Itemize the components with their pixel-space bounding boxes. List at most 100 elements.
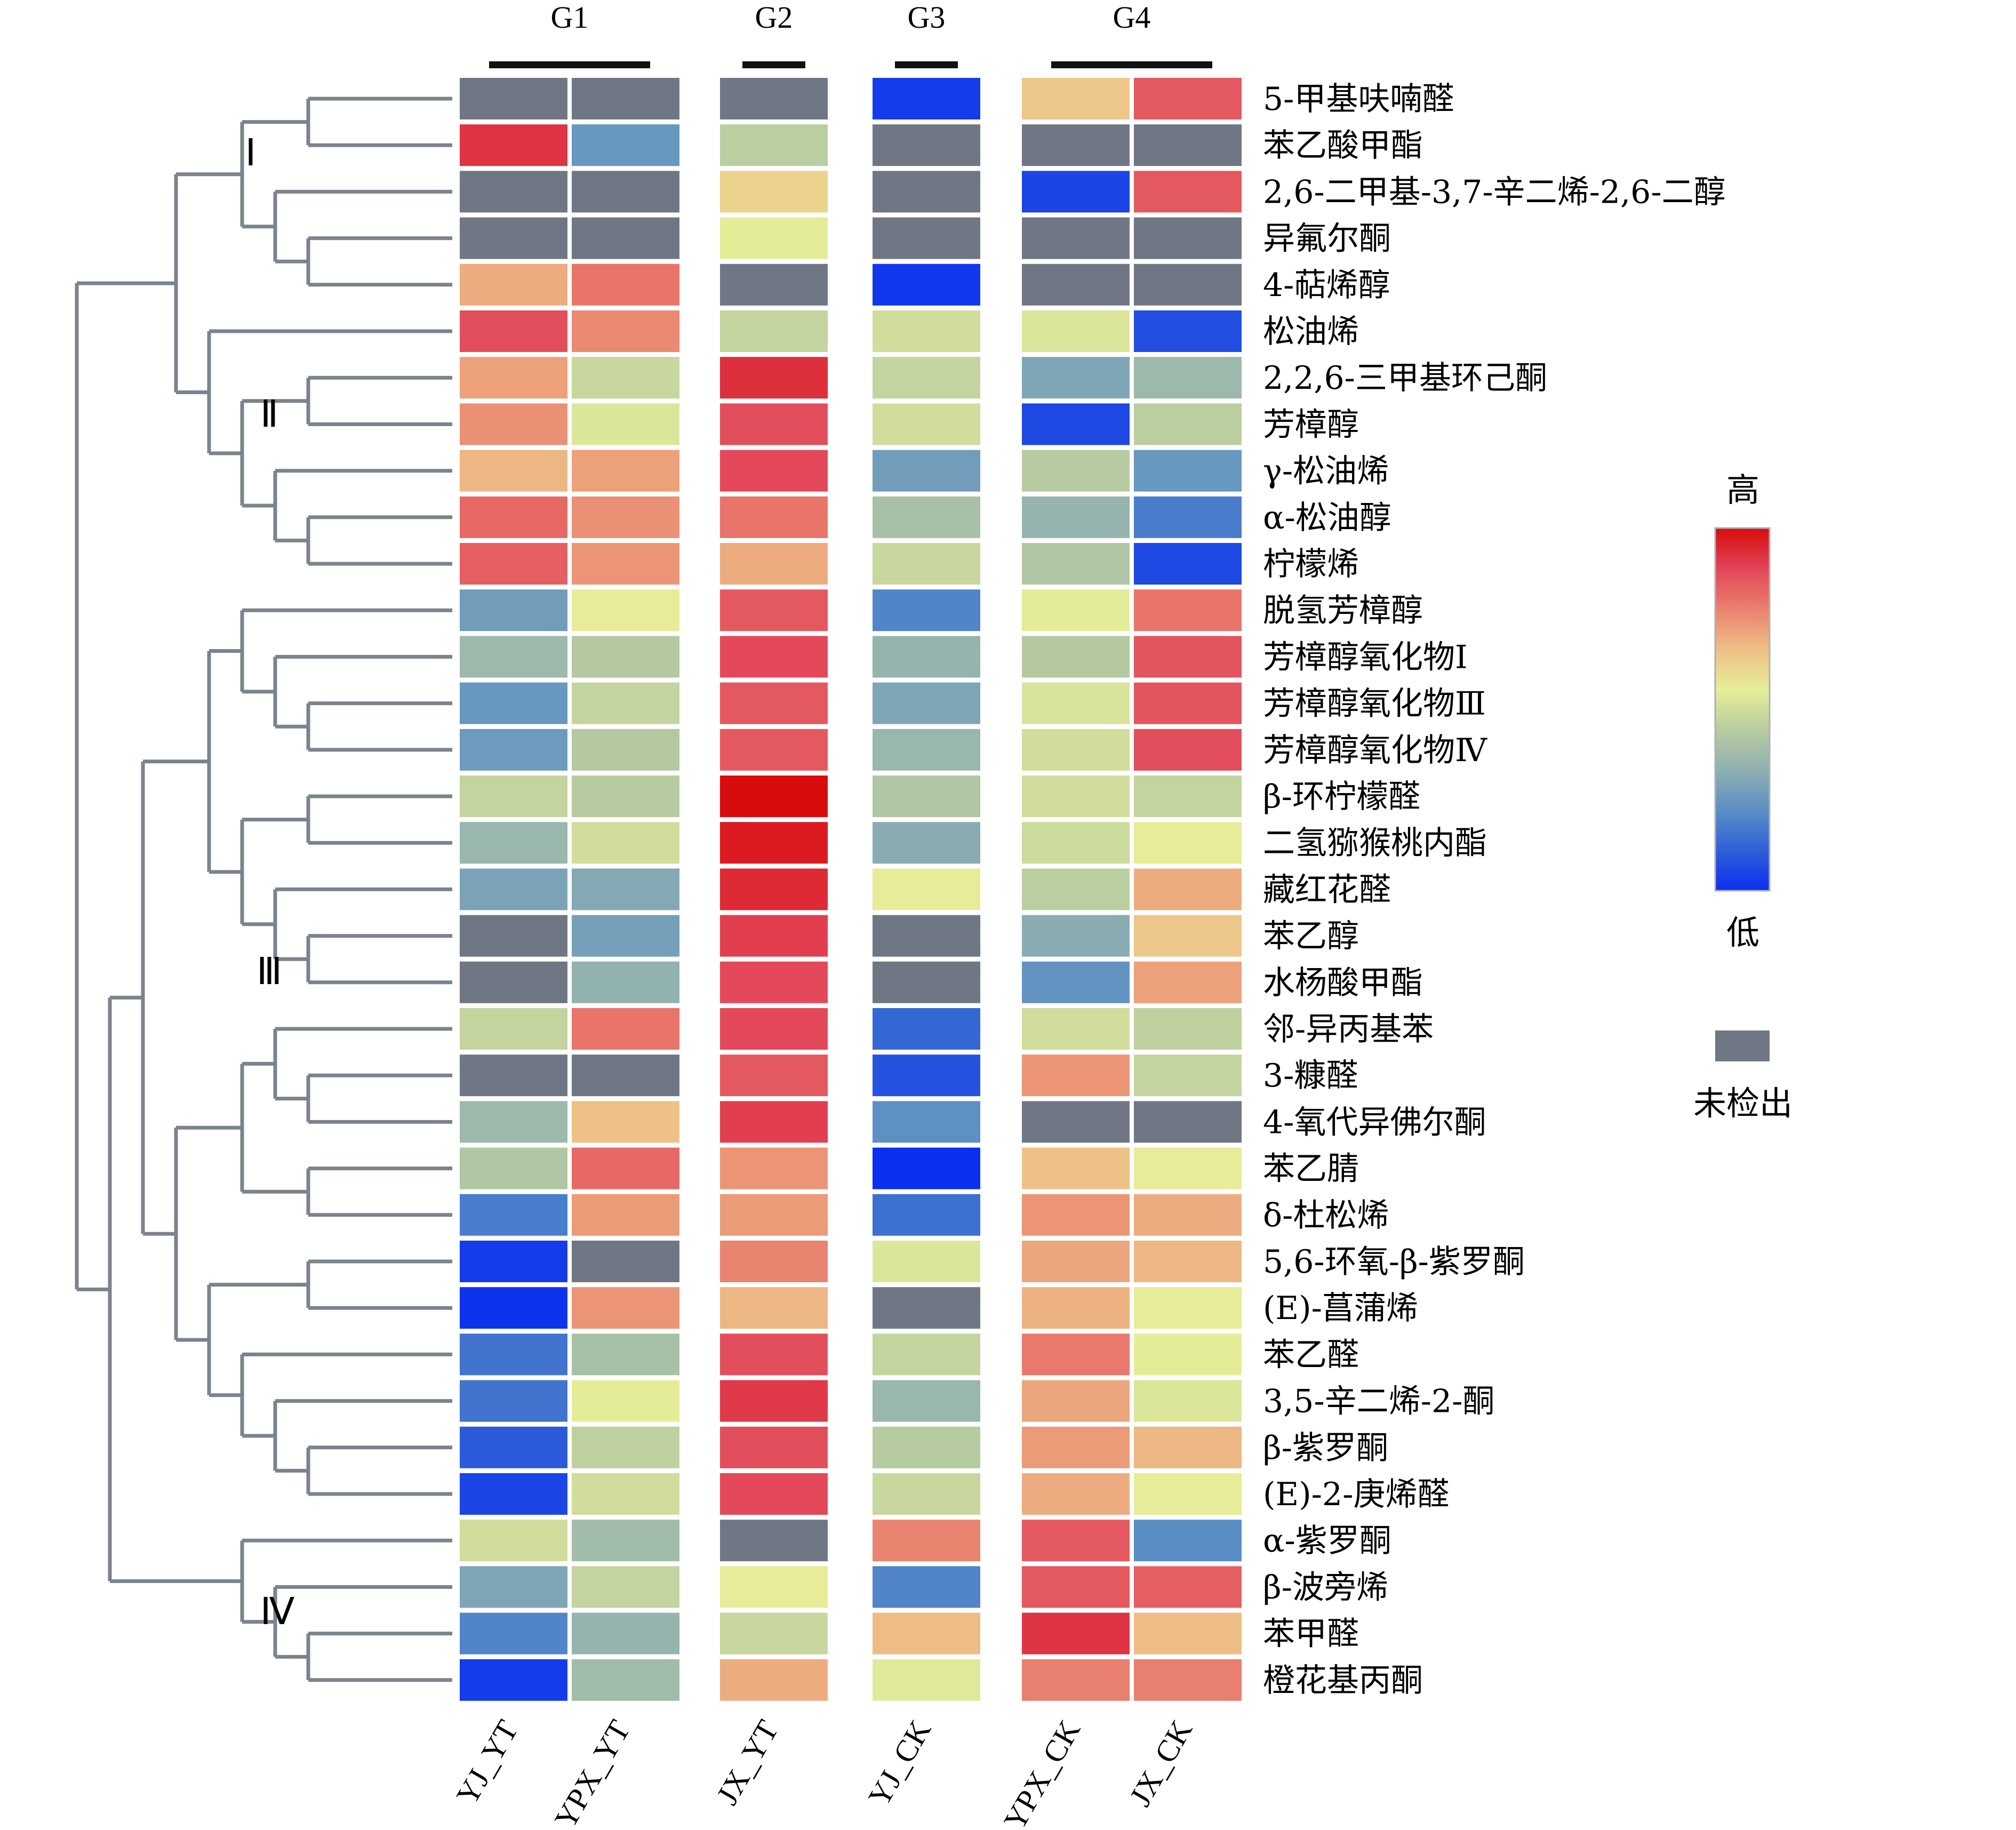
- row-label: 3-糠醛: [1263, 1057, 1358, 1094]
- row-label: 异氟尔酮: [1263, 220, 1391, 258]
- row-label: δ-杜松烯: [1263, 1197, 1389, 1234]
- heatmap-cell: [1022, 450, 1130, 492]
- heatmap-cell: [460, 1566, 567, 1608]
- heatmap-cell: [460, 450, 567, 492]
- heatmap-cell: [1134, 217, 1242, 259]
- heatmap-cell: [460, 78, 567, 119]
- heatmap-cell: [1022, 961, 1130, 1003]
- heatmap-cell: [1134, 776, 1242, 817]
- heatmap-cell: [873, 1147, 980, 1189]
- heatmap-cell: [1134, 822, 1242, 864]
- row-label: β-波旁烯: [1263, 1569, 1388, 1606]
- heatmap-cell: [1022, 589, 1130, 632]
- row-label: 苯乙腈: [1263, 1150, 1359, 1188]
- heatmap-cell: [1022, 1426, 1130, 1468]
- heatmap-cell: [1134, 1241, 1242, 1282]
- heatmap-cell: [720, 729, 828, 771]
- group-bar: [895, 61, 958, 68]
- column-labels: YJ_YT YPX_YT JX_YT YJ_CK YPX_CK JX_CK: [450, 1714, 1199, 1830]
- heatmap-cell: [460, 1520, 567, 1562]
- heatmap-cell: [873, 1008, 980, 1050]
- heatmap-cell: [873, 496, 980, 538]
- heatmap-cell: [1134, 868, 1242, 910]
- heatmap-cell: [1134, 450, 1242, 492]
- heatmap-cell: [460, 961, 567, 1003]
- heatmap-cell: [1134, 1566, 1242, 1608]
- heatmap-cell: [873, 776, 980, 817]
- heatmap-cell: [1134, 1380, 1242, 1422]
- heatmap-cell: [1022, 729, 1130, 771]
- heatmap-cell: [1134, 1473, 1242, 1515]
- legend-missing-swatch: [1715, 1030, 1770, 1061]
- group-headers: G1 G2 G3 G4: [489, 0, 1212, 68]
- group-bar: [489, 61, 650, 68]
- heatmap-cell: [1134, 729, 1242, 771]
- group-label: G1: [551, 0, 589, 35]
- row-label: 5,6-环氧-β-紫罗酮: [1263, 1243, 1525, 1281]
- column-label: JX_CK: [1123, 1714, 1199, 1812]
- row-label: 5-甲基呋喃醛: [1263, 81, 1454, 118]
- heatmap-cell: [460, 496, 567, 538]
- heatmap-cell: [572, 403, 679, 445]
- heatmap-cell: [1022, 1054, 1130, 1097]
- row-label: 苯甲醛: [1263, 1616, 1359, 1653]
- heatmap-cell: [1022, 1612, 1130, 1655]
- heatmap-cell: [572, 1241, 679, 1282]
- column-label: YPX_CK: [997, 1714, 1087, 1830]
- heatmap-cell: [460, 915, 567, 957]
- heatmap-cell: [1022, 682, 1130, 724]
- heatmap-cell: [460, 171, 567, 213]
- heatmap-cell: [572, 682, 679, 724]
- heatmap-cell: [572, 357, 679, 399]
- heatmap-cell: [720, 915, 828, 957]
- row-label: α-紫罗酮: [1263, 1522, 1391, 1560]
- heatmap-cell: [460, 1008, 567, 1050]
- heatmap-cell: [1134, 636, 1242, 678]
- heatmap-cell: [1134, 1426, 1242, 1468]
- heatmap-cell: [873, 1473, 980, 1515]
- row-label: 2,2,6-三甲基环己酮: [1263, 359, 1547, 397]
- heatmap-cell: [720, 1101, 828, 1143]
- heatmap-cell: [1022, 1566, 1130, 1608]
- heatmap-cell: [572, 124, 679, 166]
- heatmap-cell: [572, 1101, 679, 1143]
- heatmap-cell: [873, 357, 980, 399]
- heatmap-cell: [873, 1194, 980, 1236]
- heatmap-cell: [460, 1659, 567, 1701]
- heatmap-cell: [1134, 1333, 1242, 1376]
- heatmap-cell: [1134, 124, 1242, 166]
- heatmap-cell: [873, 450, 980, 492]
- row-label: 二氢猕猴桃内酯: [1263, 825, 1487, 862]
- column-label: JX_YT: [710, 1714, 786, 1810]
- heatmap-cell: [1022, 868, 1130, 910]
- heatmap-cell: [1022, 915, 1130, 957]
- heatmap-cell: [720, 310, 828, 352]
- heatmap-cell: [460, 1426, 567, 1468]
- heatmap-cell: [1134, 1101, 1242, 1143]
- heatmap-cell: [1134, 263, 1242, 306]
- heatmap-cell: [873, 961, 980, 1003]
- heatmap-cell: [572, 1426, 679, 1468]
- heatmap-cell: [1022, 1241, 1130, 1282]
- heatmap-cell: [460, 868, 567, 910]
- heatmap-cell: [1134, 357, 1242, 399]
- heatmap-cell: [460, 589, 567, 632]
- heatmap-cell: [1134, 543, 1242, 585]
- column-label: YPX_YT: [548, 1714, 637, 1830]
- heatmap-cell: [873, 915, 980, 957]
- heatmap-cell: [460, 1380, 567, 1422]
- heatmap-cell: [572, 1380, 679, 1422]
- heatmap-cell: [1022, 217, 1130, 259]
- heatmap-cell: [1022, 543, 1130, 585]
- heatmap-cell: [873, 729, 980, 771]
- heatmap-cell: [460, 1101, 567, 1143]
- heatmap-cell: [873, 217, 980, 259]
- heatmap-cell: [720, 1147, 828, 1189]
- row-label: 藏红花醛: [1263, 871, 1391, 908]
- row-label: 橙花基丙酮: [1263, 1662, 1423, 1699]
- heatmap-cell: [1134, 496, 1242, 538]
- heatmap-cell: [873, 1101, 980, 1143]
- heatmap-cell: [1022, 496, 1130, 538]
